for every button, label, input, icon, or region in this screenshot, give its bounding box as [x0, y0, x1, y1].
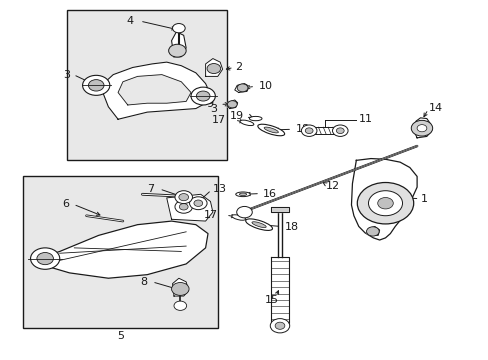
- Ellipse shape: [257, 124, 284, 136]
- Text: 3: 3: [209, 104, 217, 113]
- Circle shape: [366, 227, 378, 236]
- FancyBboxPatch shape: [23, 176, 217, 328]
- Text: 11: 11: [358, 114, 372, 124]
- Polygon shape: [351, 158, 416, 240]
- Ellipse shape: [251, 222, 265, 228]
- Text: 9: 9: [205, 99, 212, 109]
- Text: 19: 19: [229, 111, 243, 121]
- FancyBboxPatch shape: [67, 10, 227, 160]
- Polygon shape: [172, 278, 188, 296]
- Circle shape: [275, 322, 285, 329]
- Circle shape: [416, 125, 426, 132]
- Circle shape: [332, 125, 347, 136]
- Circle shape: [189, 197, 206, 210]
- Polygon shape: [226, 100, 237, 109]
- Text: 16: 16: [263, 189, 276, 199]
- Ellipse shape: [240, 120, 253, 126]
- Circle shape: [227, 101, 237, 108]
- Ellipse shape: [264, 127, 278, 133]
- Circle shape: [174, 301, 186, 310]
- Polygon shape: [205, 59, 222, 76]
- Circle shape: [82, 75, 110, 95]
- Text: 18: 18: [295, 124, 309, 134]
- Ellipse shape: [239, 193, 246, 195]
- Polygon shape: [366, 226, 379, 235]
- Polygon shape: [118, 75, 191, 105]
- Circle shape: [357, 183, 413, 224]
- Circle shape: [179, 194, 188, 201]
- Text: 15: 15: [264, 295, 279, 305]
- Polygon shape: [271, 207, 288, 212]
- Circle shape: [410, 120, 432, 136]
- Circle shape: [179, 203, 188, 210]
- Text: 14: 14: [428, 103, 443, 113]
- Text: 1: 1: [420, 194, 427, 203]
- Circle shape: [196, 91, 209, 101]
- Text: 17: 17: [211, 115, 225, 125]
- Circle shape: [194, 200, 202, 206]
- Polygon shape: [234, 84, 249, 93]
- Polygon shape: [35, 221, 207, 278]
- Text: 10: 10: [259, 81, 272, 91]
- Circle shape: [171, 283, 189, 296]
- Polygon shape: [171, 32, 186, 57]
- Circle shape: [37, 252, 53, 265]
- Circle shape: [175, 201, 192, 213]
- Text: 4: 4: [126, 16, 134, 26]
- Text: 6: 6: [62, 199, 69, 209]
- Text: 7: 7: [147, 184, 154, 194]
- Polygon shape: [413, 118, 431, 138]
- Text: 3: 3: [63, 69, 70, 80]
- Circle shape: [175, 191, 192, 203]
- Polygon shape: [166, 194, 212, 221]
- Circle shape: [270, 319, 289, 333]
- Text: 2: 2: [234, 63, 242, 72]
- Ellipse shape: [249, 116, 262, 121]
- Circle shape: [368, 191, 402, 216]
- Circle shape: [237, 84, 247, 92]
- Ellipse shape: [245, 219, 272, 230]
- Polygon shape: [103, 62, 210, 119]
- Circle shape: [168, 44, 186, 57]
- Circle shape: [301, 125, 316, 136]
- Circle shape: [206, 64, 220, 73]
- Circle shape: [191, 87, 215, 105]
- Circle shape: [236, 206, 252, 218]
- Text: 12: 12: [325, 181, 340, 192]
- Circle shape: [30, 248, 60, 269]
- Circle shape: [305, 128, 312, 134]
- Circle shape: [377, 198, 392, 209]
- Circle shape: [88, 80, 104, 91]
- Text: 8: 8: [140, 277, 147, 287]
- Ellipse shape: [231, 215, 245, 220]
- Circle shape: [336, 128, 344, 134]
- Circle shape: [172, 23, 185, 33]
- Ellipse shape: [235, 192, 250, 197]
- Polygon shape: [271, 257, 288, 323]
- Text: 13: 13: [212, 184, 226, 194]
- Text: 18: 18: [284, 222, 298, 232]
- Polygon shape: [309, 127, 339, 134]
- Text: 17: 17: [203, 210, 217, 220]
- Text: 5: 5: [117, 332, 124, 342]
